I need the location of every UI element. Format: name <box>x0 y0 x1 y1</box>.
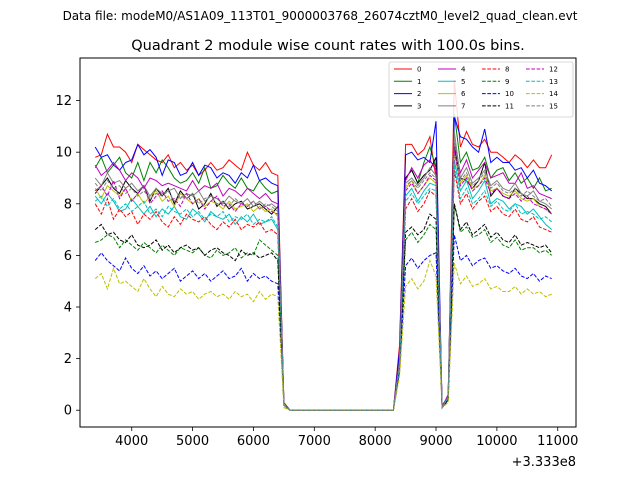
y-tick-label: 12 <box>55 94 72 109</box>
legend-label-6: 6 <box>461 90 466 98</box>
legend-label-7: 7 <box>461 102 465 110</box>
x-tick-label: 5000 <box>176 434 209 449</box>
x-tick-label: 8000 <box>359 434 392 449</box>
legend-label-11: 11 <box>505 102 514 110</box>
legend-label-15: 15 <box>549 102 558 110</box>
legend-frame <box>388 61 574 118</box>
y-tick-label: 2 <box>64 352 72 367</box>
legend-label-2: 2 <box>417 90 421 98</box>
series-layer <box>94 79 553 411</box>
plot-background <box>80 58 576 427</box>
y-tick-label: 6 <box>64 249 72 264</box>
legend-label-0: 0 <box>417 66 421 74</box>
legend-label-5: 5 <box>461 78 465 86</box>
x-tick-label: 11000 <box>537 434 578 449</box>
legend-label-13: 13 <box>549 78 558 86</box>
x-tick-label: 6000 <box>237 434 270 449</box>
legend-label-1: 1 <box>417 78 421 86</box>
x-tick-label: 9000 <box>419 434 452 449</box>
x-axis: 4000 5000 6000 7000 8000 9000 10000 11000 <box>115 427 578 449</box>
y-tick-label: 0 <box>64 404 72 419</box>
x-tick-label: 4000 <box>115 434 148 449</box>
plot-frame <box>79 57 577 428</box>
y-axis: 0 2 4 6 8 10 12 <box>55 94 80 419</box>
series-line-15 <box>94 139 553 411</box>
legend-label-10: 10 <box>505 90 514 98</box>
legend-label-4: 4 <box>461 66 466 74</box>
legend-label-3: 3 <box>417 102 421 110</box>
chart-title: Quadrant 2 module wise count rates with … <box>131 38 525 54</box>
legend-label-9: 9 <box>505 78 509 86</box>
legend-label-8: 8 <box>505 66 509 74</box>
x-tick-label: 7000 <box>298 434 331 449</box>
legend-label-14: 14 <box>549 90 558 98</box>
y-tick-label: 10 <box>55 146 72 161</box>
x-offset-label: +3.333e8 <box>512 455 576 470</box>
y-tick-label: 4 <box>64 301 72 316</box>
legend-label-12: 12 <box>549 66 558 74</box>
plot-area <box>79 57 577 428</box>
figure-suptitle: Data file: modeM0/AS1A09_113T01_90000037… <box>63 9 578 23</box>
y-tick-label: 8 <box>64 197 72 212</box>
x-tick-label: 10000 <box>476 434 517 449</box>
series-line-14 <box>94 259 552 411</box>
series-line-8 <box>94 170 552 411</box>
